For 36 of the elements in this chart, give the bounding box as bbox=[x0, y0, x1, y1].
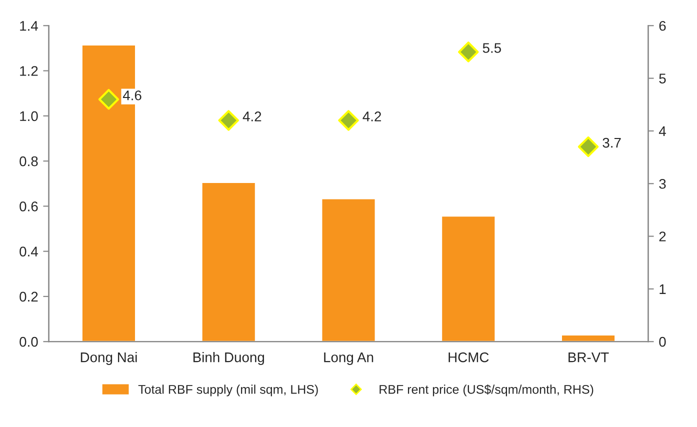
x-tick-label: BR-VT bbox=[568, 352, 609, 362]
y2-tick-label: 4 bbox=[658, 126, 666, 136]
point bbox=[338, 110, 359, 131]
data-label: 4.2 bbox=[242, 112, 262, 122]
y-tick-label: 1.0 bbox=[20, 111, 38, 122]
y2-tick-label: 2 bbox=[659, 232, 666, 242]
y-tick-label: 0.2 bbox=[20, 292, 38, 302]
bar bbox=[320, 198, 376, 342]
y2-tick-label: 1 bbox=[660, 284, 666, 294]
y-tick-label: 1.2 bbox=[20, 66, 38, 76]
x-tick-label: HCMC bbox=[448, 352, 489, 362]
y2-tick-label: 0 bbox=[659, 336, 666, 347]
data-label: 5.5 bbox=[482, 43, 501, 53]
point bbox=[218, 110, 239, 131]
point bbox=[98, 88, 120, 110]
y2-tick-label: 5 bbox=[659, 74, 666, 84]
data-label: 4.6 bbox=[122, 90, 142, 100]
x-tick-label: Dong Nai bbox=[80, 352, 137, 365]
x-tick-label: Long An bbox=[324, 352, 374, 365]
legend-label: Total RBF supply (mil sqm, LHS) bbox=[138, 384, 318, 396]
legend-label: RBF rent price (US$/sqm/month, RHS) bbox=[380, 384, 594, 396]
data-label: 4.2 bbox=[362, 112, 381, 122]
y2-tick-label: 3 bbox=[659, 178, 666, 189]
bar bbox=[560, 334, 616, 342]
y2-tick-label: 6 bbox=[659, 20, 666, 31]
y-tick-label: 0.8 bbox=[20, 156, 38, 166]
y-tick-label: 1.4 bbox=[20, 21, 38, 31]
x-tick-label: Binh Duong bbox=[193, 352, 264, 365]
bar bbox=[200, 182, 256, 342]
y-tick-label: 0.6 bbox=[20, 202, 38, 212]
y-tick-label: 0.4 bbox=[20, 246, 38, 256]
point bbox=[458, 42, 479, 62]
y-tick-label: 0.0 bbox=[20, 336, 38, 347]
data-label: 3.7 bbox=[602, 138, 621, 148]
bar bbox=[440, 215, 496, 342]
point bbox=[578, 136, 599, 158]
